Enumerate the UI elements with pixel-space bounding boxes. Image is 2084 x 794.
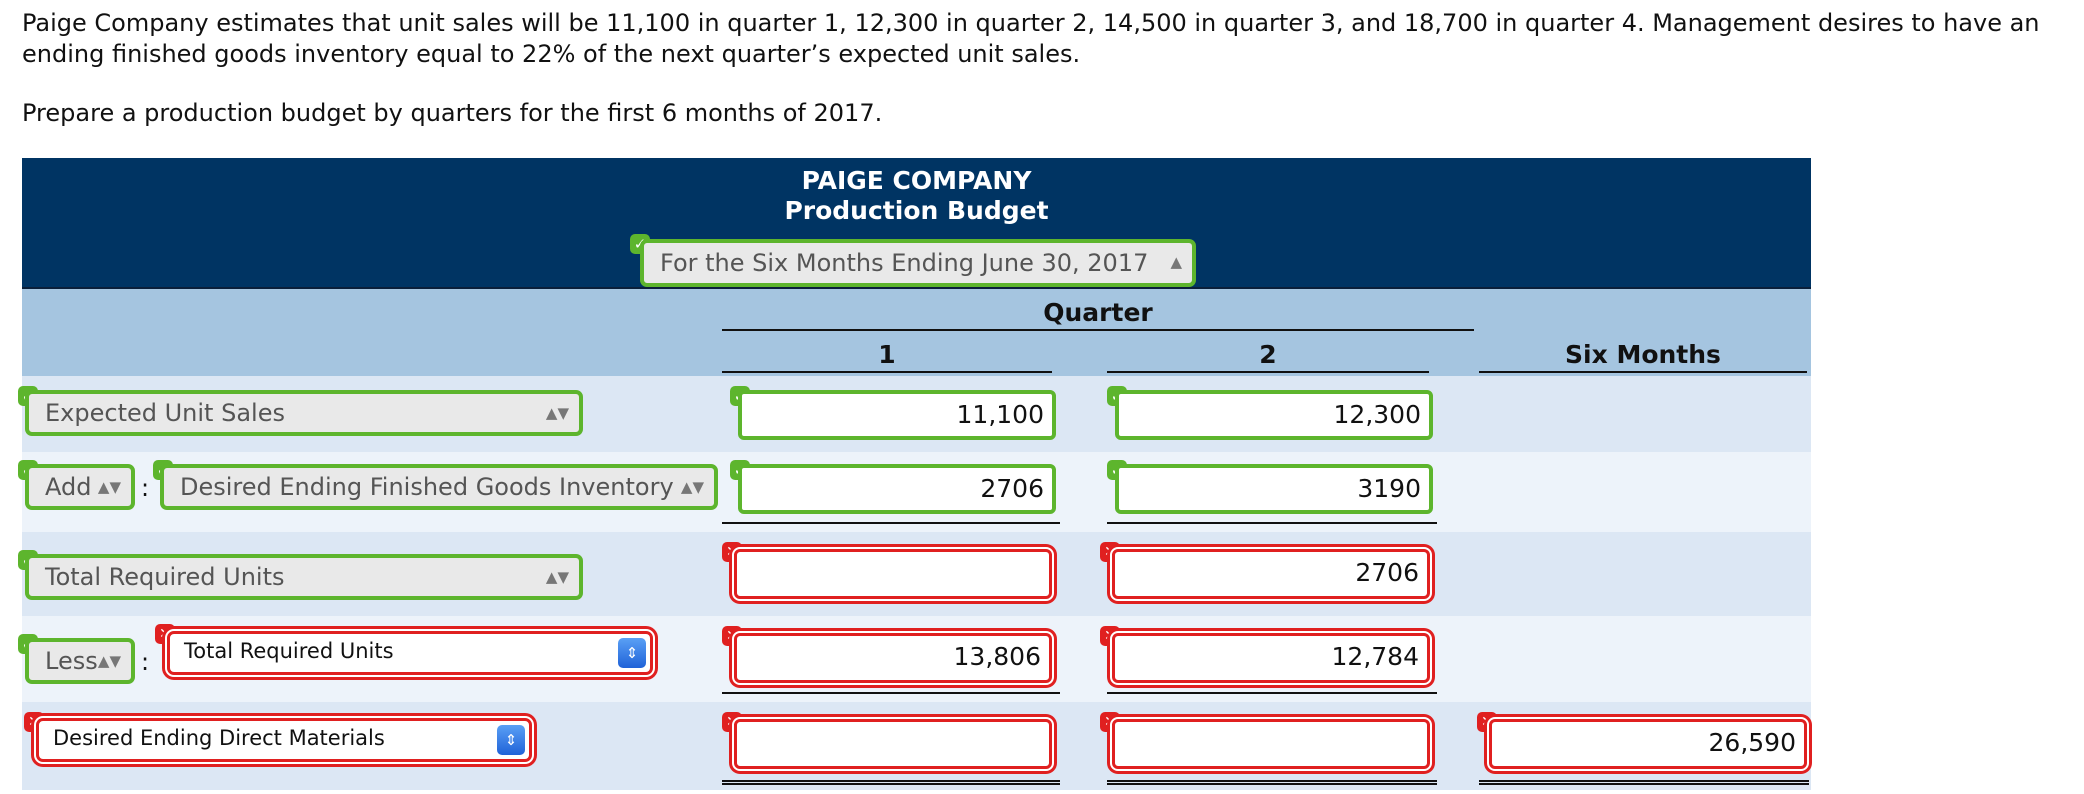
row4-label-select[interactable]: Total Required Units ⇕ [167, 631, 653, 675]
colon: : [141, 474, 150, 502]
row1-label-select[interactable]: Expected Unit Sales ▲▼ [25, 390, 583, 436]
select-arrows-icon: ▲▼ [545, 568, 569, 586]
quarter-underline [722, 329, 1474, 331]
row-total-required-units: ✓ Total Required Units ▲▼ ✕ ✕ 2706 [18, 532, 1811, 616]
subtotal-line [1107, 522, 1437, 524]
problem-instruction: Prepare a production budget by quarters … [22, 99, 883, 127]
row2-q2-input[interactable]: 3190 [1115, 464, 1433, 514]
row-desired-ending-materials: ✕ Desired Ending Direct Materials ⇕ ✕ ✕ … [22, 702, 1811, 790]
row5-q1-input[interactable] [734, 719, 1052, 769]
select-arrows-icon: ⇕ [497, 725, 525, 755]
row-add-ending-inventory: ✓ Add ▲▼ : ✓ Desired Ending Finished Goo… [18, 452, 1811, 532]
column-q1: 1 [722, 340, 1052, 373]
problem-statement: Paige Company estimates that unit sales … [22, 8, 2072, 129]
row4-q2-input[interactable]: 12,784 [1112, 633, 1430, 683]
row4-prefix-select[interactable]: Less ▲▼ [25, 638, 135, 684]
select-arrows-icon: ▲▼ [545, 404, 569, 422]
row3-label-select[interactable]: Total Required Units ▲▼ [25, 554, 583, 600]
row1-q1-input[interactable]: 11,100 [738, 390, 1056, 440]
row3-q1-input[interactable] [734, 549, 1052, 599]
row2-prefix-select[interactable]: Add ▲▼ [25, 464, 135, 510]
row1-q2-input[interactable]: 12,300 [1115, 390, 1433, 440]
production-budget-table: PAIGE COMPANY Production Budget ✓ For th… [18, 158, 1811, 790]
row2-label-select[interactable]: Desired Ending Finished Goods Inventory … [160, 464, 718, 510]
column-six-months: Six Months [1479, 340, 1807, 373]
row2-prefix: Add [45, 473, 92, 501]
colon: : [141, 648, 150, 676]
row4-label: Total Required Units [184, 639, 394, 663]
row5-label: Desired Ending Direct Materials [53, 726, 385, 750]
row2-q1-input[interactable]: 2706 [738, 464, 1056, 514]
total-double-line [1479, 780, 1809, 785]
row3-q2-input[interactable]: 2706 [1112, 549, 1430, 599]
budget-title: Production Budget [784, 196, 1049, 225]
column-q2: 2 [1107, 340, 1429, 373]
problem-text: Paige Company estimates that unit sales … [22, 9, 2040, 68]
row-less-total-required: ✓ Less ▲▼ : ✕ Total Required Units ⇕ ✕ 1… [18, 616, 1811, 702]
select-arrows-icon: ▲▼ [97, 652, 121, 670]
total-double-line [722, 780, 1060, 785]
row5-six-input[interactable]: 26,590 [1489, 719, 1807, 769]
subtotal-line [722, 522, 1060, 524]
period-select-value: For the Six Months Ending June 30, 2017 [660, 249, 1149, 277]
select-arrows-icon: ▲▼ [97, 478, 121, 496]
subtotal-line [722, 692, 1060, 694]
row5-q2-input[interactable] [1112, 719, 1430, 769]
row5-label-select[interactable]: Desired Ending Direct Materials ⇕ [36, 718, 532, 762]
quarter-label: Quarter [1043, 298, 1153, 327]
select-arrows-icon: ▲ [1170, 253, 1182, 271]
subtotal-line [1107, 692, 1437, 694]
row1-label: Expected Unit Sales [45, 399, 285, 427]
select-arrows-icon: ▲▼ [680, 478, 704, 496]
row4-q1-input[interactable]: 13,806 [734, 633, 1052, 683]
budget-header: PAIGE COMPANY Production Budget ✓ For th… [22, 158, 1811, 289]
total-double-line [1107, 780, 1437, 785]
period-select[interactable]: For the Six Months Ending June 30, 2017 … [640, 239, 1196, 287]
row2-label: Desired Ending Finished Goods Inventory [180, 473, 674, 501]
row4-prefix: Less [45, 647, 98, 675]
select-arrows-icon: ⇕ [618, 638, 646, 668]
company-name: PAIGE COMPANY [801, 166, 1032, 195]
row-expected-unit-sales: ✓ Expected Unit Sales ▲▼ ✓ 11,100 ✓ 12,3… [18, 376, 1811, 452]
row3-label: Total Required Units [45, 563, 285, 591]
